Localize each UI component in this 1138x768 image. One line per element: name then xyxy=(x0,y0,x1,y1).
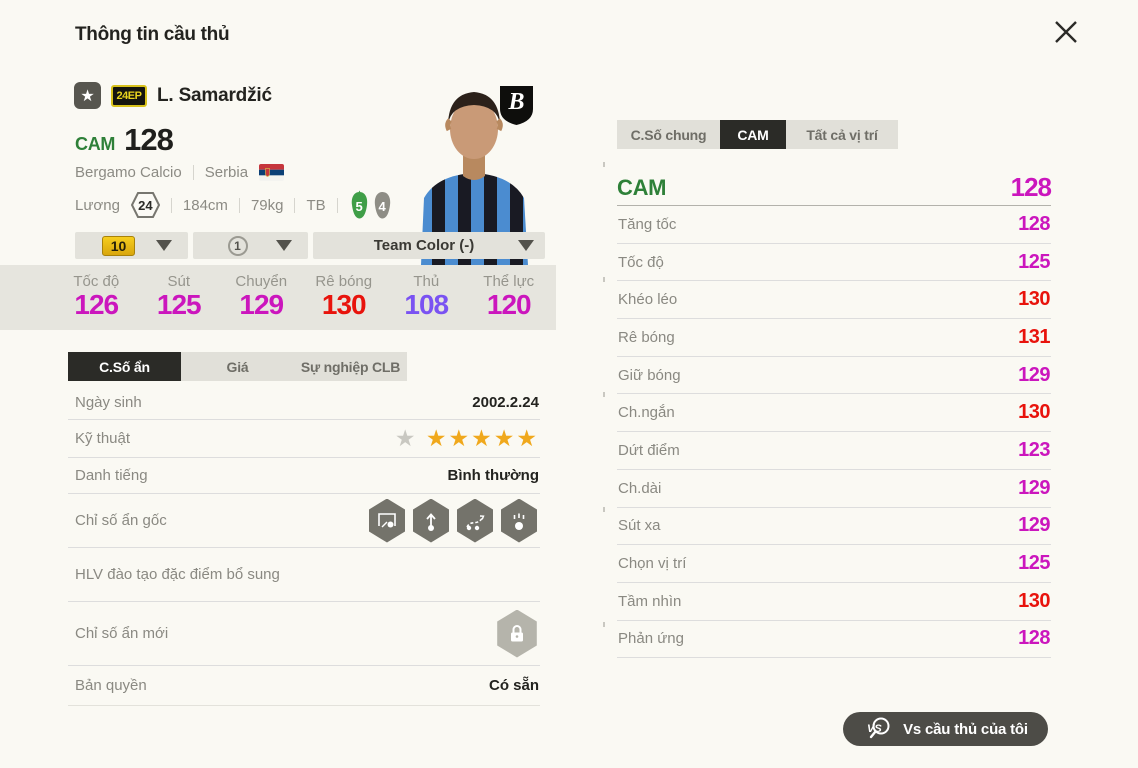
main-stats-band: Tốc độ 126 Sút 125 Chuyển 129 Rê bóng 13… xyxy=(0,265,556,330)
row-skill-moves: Kỹ thuật ★ ★★★★★ xyxy=(68,420,540,458)
position-rating-heading: CAM 128 xyxy=(617,170,1052,206)
tab-price[interactable]: Giá xyxy=(181,352,294,381)
overall-rating: 128 xyxy=(124,122,174,157)
trait-icons xyxy=(367,498,539,543)
body-type-value: TB xyxy=(306,196,326,214)
player-detail-list: Ngày sinh 2002.2.24 Kỹ thuật ★ ★★★★★ Dan… xyxy=(68,386,540,706)
scrollbar-track[interactable] xyxy=(603,162,605,662)
serbia-flag-icon xyxy=(259,164,285,181)
tab-hidden-stats[interactable]: C.Số ẩn xyxy=(68,352,181,381)
stat-row-dribbling: Rê bóng 131 xyxy=(617,319,1051,357)
stat-row-long-pass: Ch.dài 129 xyxy=(617,470,1051,508)
close-button[interactable] xyxy=(1046,12,1086,52)
right-foot-icon: 4 xyxy=(372,190,393,220)
chevron-down-icon xyxy=(156,240,172,251)
compare-with-my-player-button[interactable]: VS Vs cầu thủ của tôi xyxy=(843,712,1048,746)
stat-shooting: Sút 125 xyxy=(156,273,202,320)
team-color-value: Team Color (-) xyxy=(373,237,475,254)
level-badge: 10 xyxy=(101,235,136,256)
club-name: Bergamo Calcio xyxy=(75,164,182,181)
star-active-icons: ★★★★★ xyxy=(425,425,539,451)
row-birthdate: Ngày sinh 2002.2.24 xyxy=(68,386,540,420)
position-stat-list: Tăng tốc 128 Tốc độ 125 Khéo léo 130 Rê … xyxy=(617,206,1051,659)
divider xyxy=(170,197,172,213)
position-heading-ovr: 128 xyxy=(1010,172,1052,202)
goal-shot-icon[interactable] xyxy=(369,498,405,543)
ball-juggle-icon[interactable] xyxy=(501,498,537,543)
stat-row-short-pass: Ch.ngắn 130 xyxy=(617,394,1051,433)
stat-physical: Thể lực 120 xyxy=(483,273,535,320)
page-title: Thông tin cầu thủ xyxy=(75,24,230,45)
grade-dropdown[interactable]: 1 xyxy=(193,232,308,259)
row-original-traits: Chỉ số ẩn gốc xyxy=(68,494,540,548)
salary-label: Lương xyxy=(75,196,120,214)
stat-row-vision: Tầm nhìn 130 xyxy=(617,583,1051,621)
reputation-value: Bình thường xyxy=(447,467,539,484)
dribble-run-icon[interactable] xyxy=(457,498,493,543)
stat-dribbling: Rê bóng 130 xyxy=(315,273,373,320)
tab-club-career[interactable]: Sự nghiệp CLB xyxy=(294,352,407,381)
level-dropdown[interactable]: 10 xyxy=(75,232,188,259)
position-label: CAM xyxy=(75,134,116,154)
close-icon xyxy=(1055,21,1077,43)
stat-row-acceleration: Tăng tốc 128 xyxy=(617,206,1051,244)
stat-row-agility: Khéo léo 130 xyxy=(617,281,1051,320)
compare-button-label: Vs cầu thủ của tôi xyxy=(903,720,1028,738)
stat-row-finishing: Dứt điểm 123 xyxy=(617,432,1051,470)
lock-icon xyxy=(497,609,537,658)
nation-name: Serbia xyxy=(204,164,249,181)
row-coach-trait: HLV đào tạo đặc điểm bổ sung xyxy=(68,548,540,602)
left-tab-bar: C.Số ẩn Giá Sự nghiệp CLB xyxy=(68,352,407,381)
stat-passing: Chuyển 129 xyxy=(235,273,288,320)
chevron-down-icon xyxy=(518,240,534,251)
club-nation-row: Bergamo Calcio Serbia xyxy=(75,164,285,181)
divider xyxy=(336,197,338,213)
license-value: Có sẵn xyxy=(488,677,539,694)
left-foot-icon: 5 xyxy=(349,190,370,220)
grade-badge: 1 xyxy=(227,235,248,256)
divider xyxy=(192,165,194,180)
power-through-icon[interactable] xyxy=(413,498,449,543)
player-name-row: ★ 24EP L. Samardžić xyxy=(74,82,272,109)
divider xyxy=(238,197,240,213)
row-reputation: Danh tiếng Bình thường xyxy=(68,458,540,494)
tab-all-positions[interactable]: Tất cả vị trí xyxy=(786,120,898,149)
position-heading-label: CAM xyxy=(617,174,667,200)
weight-value: 79kg xyxy=(250,196,284,214)
player-name: L. Samardžić xyxy=(157,84,272,106)
stat-row-ball-control: Giữ bóng 129 xyxy=(617,357,1051,395)
birthdate-value: 2002.2.24 xyxy=(472,394,539,411)
tab-general-stats[interactable]: C.Số chung xyxy=(617,120,720,149)
salary-badge: 24 xyxy=(130,192,160,218)
chevron-down-icon xyxy=(276,240,292,251)
divider xyxy=(294,197,296,213)
club-badge-icon: B xyxy=(499,85,534,126)
svg-text:VS: VS xyxy=(867,723,882,735)
vs-magnifier-icon: VS xyxy=(863,716,893,742)
tab-cam-stats[interactable]: CAM xyxy=(720,120,786,149)
stat-row-reactions: Phản ứng 128 xyxy=(617,621,1051,659)
team-color-dropdown[interactable]: Team Color (-) xyxy=(313,232,545,259)
body-info-row: Lương 24 184cm 79kg TB 5 4 xyxy=(75,190,393,220)
row-new-hidden-stat: Chỉ số ẩn mới xyxy=(68,602,540,666)
stat-defending: Thủ 108 xyxy=(404,273,449,320)
stat-speed: Tốc độ 126 xyxy=(73,273,120,320)
star-inactive-icon: ★ xyxy=(394,425,418,451)
favorite-star-icon[interactable]: ★ xyxy=(74,82,101,109)
foot-ratings: 5 4 xyxy=(349,190,393,220)
height-value: 184cm xyxy=(182,196,228,214)
stat-row-long-shot: Sút xa 129 xyxy=(617,508,1051,546)
right-tab-bar: C.Số chung CAM Tất cả vị trí xyxy=(617,120,898,149)
stat-row-speed: Tốc độ 125 xyxy=(617,244,1051,282)
skill-stars: ★ ★★★★★ xyxy=(395,427,539,450)
overall-rating-row: CAM 128 xyxy=(75,122,174,158)
row-license: Bản quyền Có sẵn xyxy=(68,666,540,706)
stat-row-positioning: Chọn vị trí 125 xyxy=(617,545,1051,583)
season-badge: 24EP xyxy=(111,84,147,107)
